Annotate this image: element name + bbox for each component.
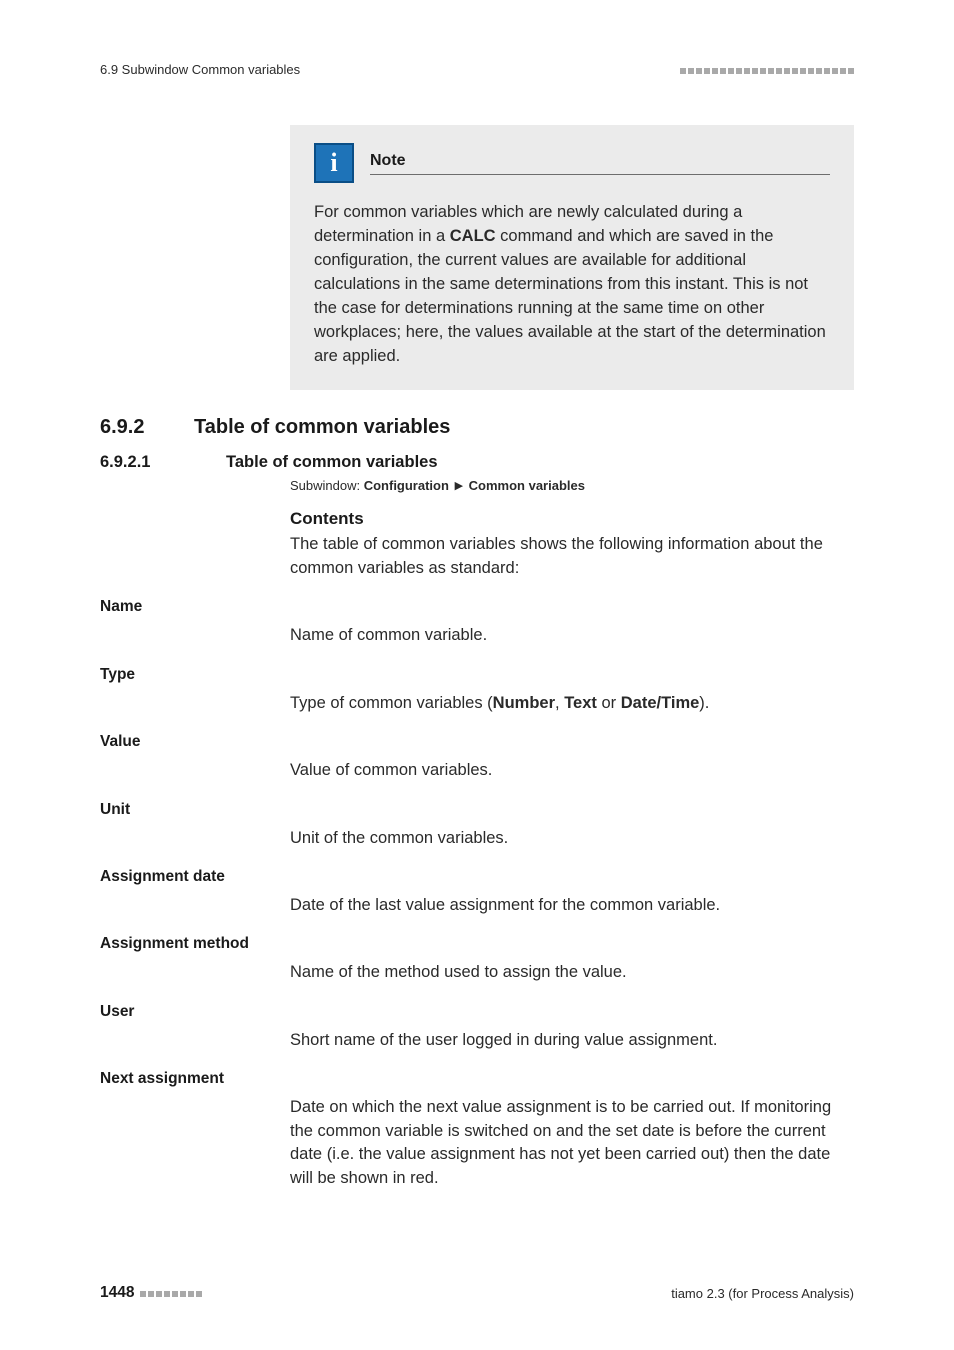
header-bars xyxy=(678,62,854,77)
note-callout: i Note For common variables which are ne… xyxy=(290,125,854,390)
field-desc: Type of common variables (Number, Text o… xyxy=(290,692,854,715)
field-item: Type Type of common variables (Number, Te… xyxy=(100,666,854,715)
field-item: Unit Unit of the common variables. xyxy=(100,801,854,850)
section-heading: 6.9.2 Table of common variables xyxy=(100,416,854,439)
note-title: Note xyxy=(370,152,830,175)
subwindow-path-b: Common variables xyxy=(469,478,585,493)
note-body-post: command and which are saved in the confi… xyxy=(314,227,826,365)
field-item: Name Name of common variable. xyxy=(100,598,854,647)
chevron-right-icon: ▶ xyxy=(453,479,465,492)
field-desc: Name of common variable. xyxy=(290,624,854,647)
field-label: Type xyxy=(100,666,854,684)
subwindow-path: Subwindow: Configuration ▶ Common variab… xyxy=(290,478,854,493)
field-label: Value xyxy=(100,733,854,751)
subwindow-path-a: Configuration xyxy=(364,478,449,493)
field-label: Name xyxy=(100,598,854,616)
field-desc: Date on which the next value assignment … xyxy=(290,1096,854,1190)
note-calc-word: CALC xyxy=(450,227,496,245)
field-item: Assignment method Name of the method used… xyxy=(100,935,854,984)
page-number: 1448 xyxy=(100,1284,134,1301)
field-label: User xyxy=(100,1003,854,1021)
field-item: User Short name of the user logged in dur… xyxy=(100,1003,854,1052)
contents-heading: Contents xyxy=(290,509,854,529)
subsection-heading: 6.9.2.1 Table of common variables xyxy=(100,453,854,472)
field-label: Assignment method xyxy=(100,935,854,953)
subwindow-label: Subwindow: xyxy=(290,478,364,493)
contents-text: The table of common variables shows the … xyxy=(290,533,854,580)
field-desc: Date of the last value assignment for th… xyxy=(290,894,854,917)
header-section-ref: 6.9 Subwindow Common variables xyxy=(100,62,300,77)
note-body: For common variables which are newly cal… xyxy=(314,201,830,368)
footer-bars xyxy=(138,1285,202,1300)
field-label: Next assignment xyxy=(100,1070,854,1088)
field-desc: Name of the method used to assign the va… xyxy=(290,961,854,984)
page-footer: 1448 tiamo 2.3 (for Process Analysis) xyxy=(100,1284,854,1302)
field-label: Unit xyxy=(100,801,854,819)
field-desc: Short name of the user logged in during … xyxy=(290,1029,854,1052)
field-item: Assignment date Date of the last value as… xyxy=(100,868,854,917)
product-name: tiamo 2.3 (for Process Analysis) xyxy=(671,1286,854,1301)
field-label: Assignment date xyxy=(100,868,854,886)
field-desc: Unit of the common variables. xyxy=(290,827,854,850)
section-number: 6.9.2 xyxy=(100,416,166,439)
field-desc: Value of common variables. xyxy=(290,759,854,782)
field-item: Value Value of common variables. xyxy=(100,733,854,782)
field-item: Next assignment Date on which the next va… xyxy=(100,1070,854,1190)
subsection-title: Table of common variables xyxy=(226,453,438,472)
page-header: 6.9 Subwindow Common variables xyxy=(100,62,854,77)
info-icon: i xyxy=(314,143,354,183)
section-title: Table of common variables xyxy=(194,416,450,439)
subsection-number: 6.9.2.1 xyxy=(100,453,176,472)
